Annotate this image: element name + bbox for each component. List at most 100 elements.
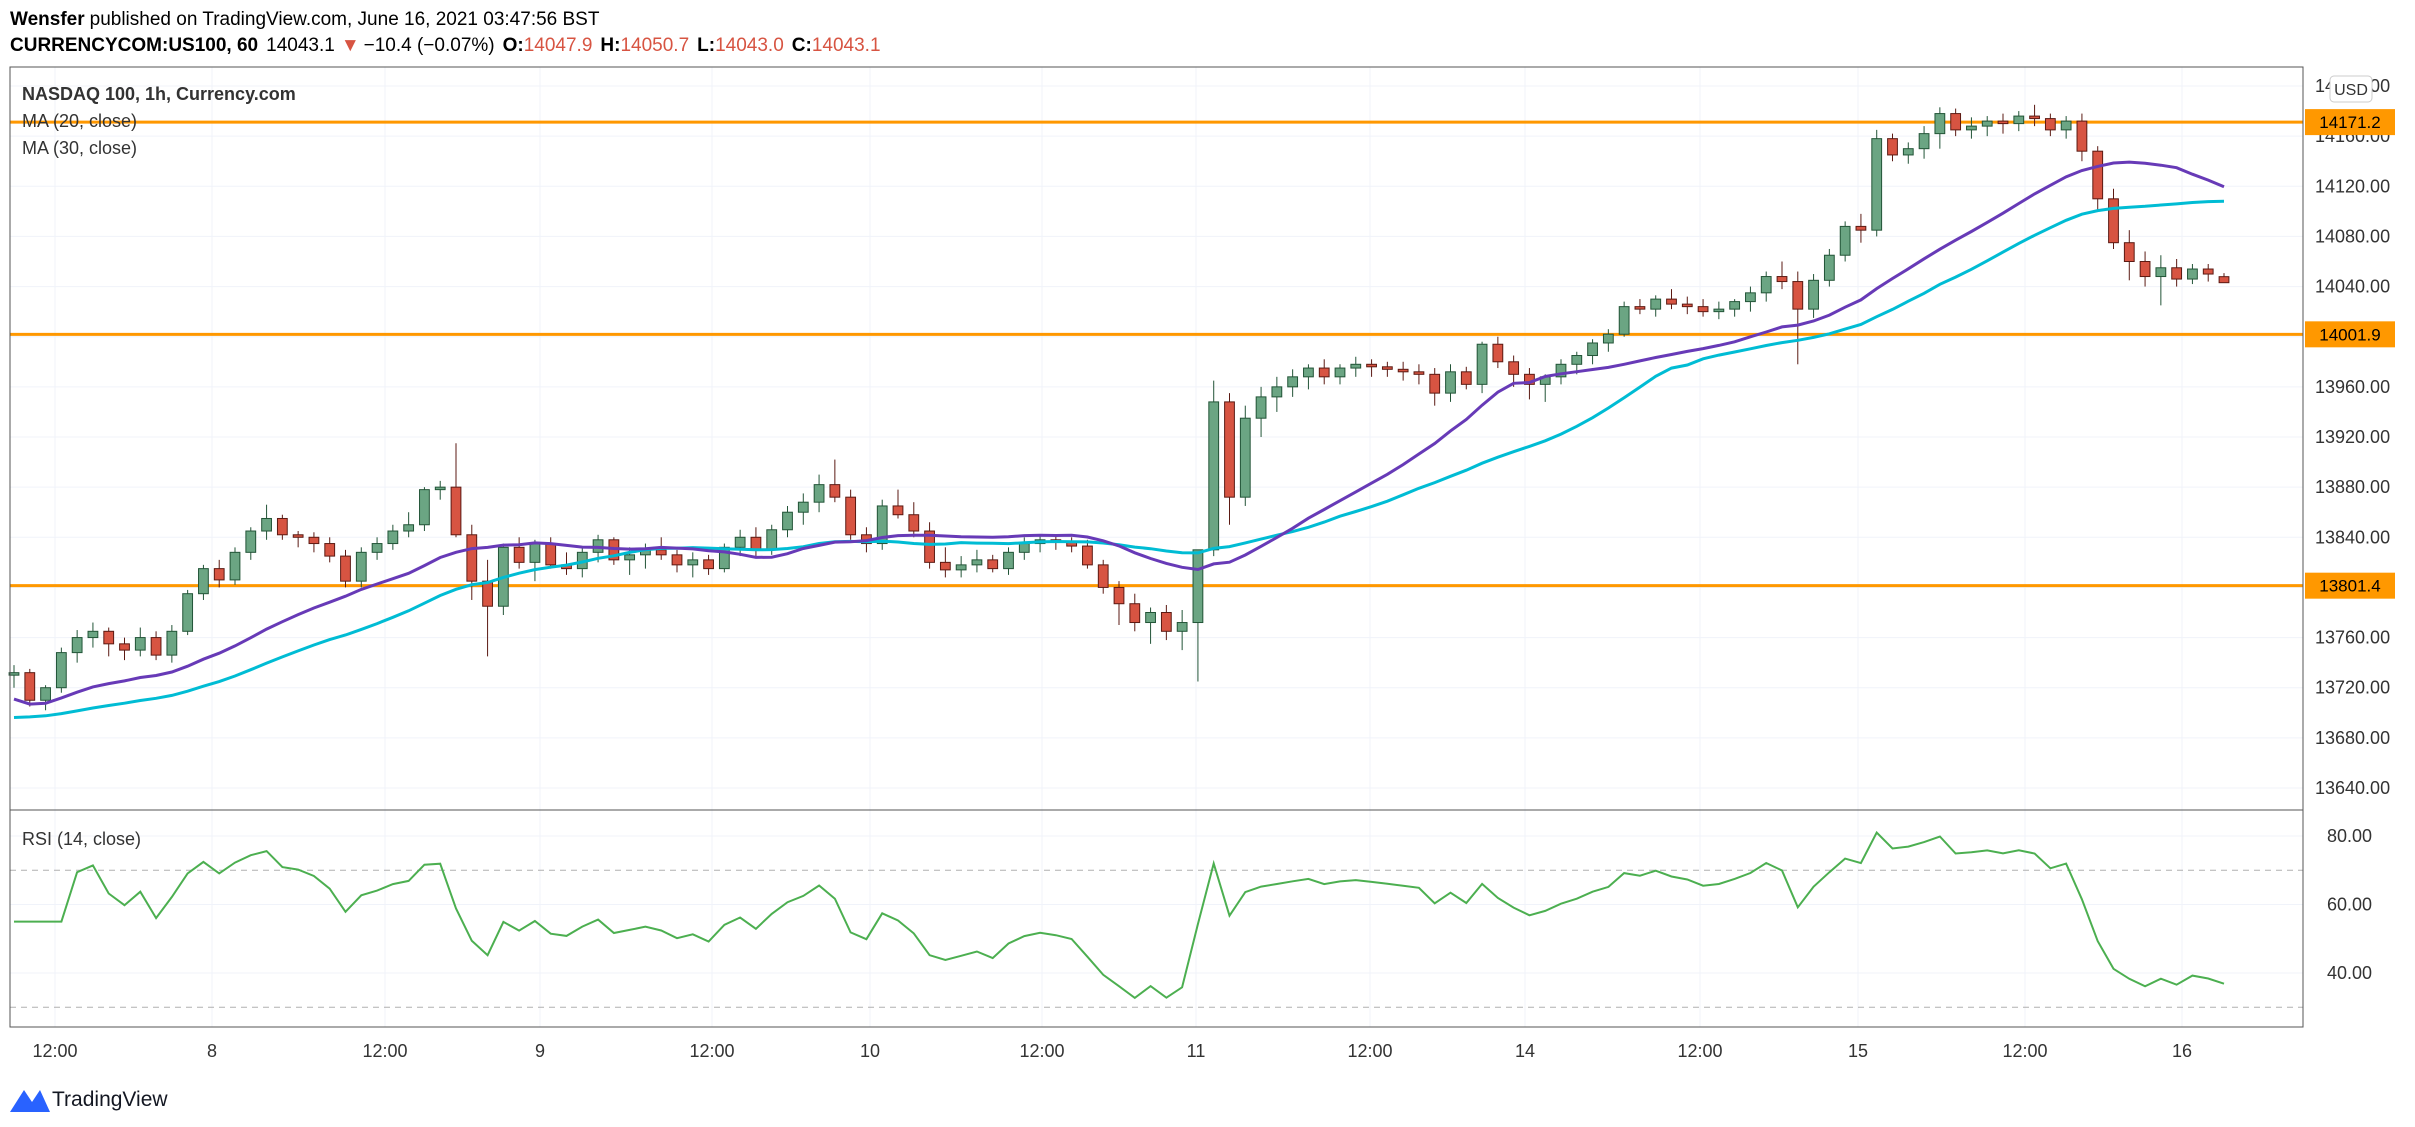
tradingview-logo[interactable]: TradingView <box>10 1088 168 1112</box>
candle-body <box>340 555 351 582</box>
candle <box>134 627 146 657</box>
candle <box>213 559 225 588</box>
time-tick: 12:00 <box>1347 1041 1392 1061</box>
candle <box>1366 359 1377 377</box>
candle <box>1192 549 1204 682</box>
candle <box>340 549 351 588</box>
change-value: −10.4 (−0.07%) <box>364 35 495 56</box>
candle <box>1823 248 1835 287</box>
ma20-legend[interactable]: MA (20, close) <box>22 111 137 131</box>
price-tick: 13680.00 <box>2315 728 2390 748</box>
candle <box>2076 113 2088 162</box>
candle <box>1508 355 1520 387</box>
candle <box>1776 261 1788 290</box>
candle <box>1697 299 1709 317</box>
candle-body <box>1176 622 1188 632</box>
candle-body <box>1208 401 1220 551</box>
rsi-legend[interactable]: RSI (14, close) <box>22 829 141 849</box>
candle-body <box>529 543 541 563</box>
candle <box>2013 111 2025 132</box>
candle-body <box>1318 367 1330 378</box>
candle-body <box>1271 386 1283 398</box>
candle <box>450 443 462 538</box>
candle <box>703 554 714 575</box>
price-tick: 13640.00 <box>2315 778 2390 798</box>
candle-body <box>119 643 130 651</box>
candle <box>1224 393 1235 525</box>
ma30-legend[interactable]: MA (30, close) <box>22 138 137 158</box>
price-axis[interactable]: 13640.0013680.0013720.0013760.0013800.00… <box>2315 76 2390 798</box>
candle-body <box>276 517 288 536</box>
level-label-box <box>2305 321 2395 348</box>
time-tick: 11 <box>1187 1041 1206 1061</box>
high-label: H: <box>600 35 620 56</box>
horizontal-levels[interactable] <box>10 120 2303 588</box>
candle-body <box>1476 343 1488 385</box>
currency-badge[interactable] <box>2329 75 2373 103</box>
time-tick: 12:00 <box>689 1041 734 1061</box>
price-tick: 14080.00 <box>2315 226 2390 246</box>
candle <box>1650 295 1662 317</box>
candle-body <box>182 593 194 632</box>
candle <box>2218 273 2230 284</box>
candle <box>292 531 304 548</box>
candle-body <box>1839 225 1851 256</box>
candle-body <box>1745 292 1756 303</box>
candle <box>1303 364 1314 390</box>
candle <box>1602 329 1614 352</box>
candle-body <box>308 536 320 545</box>
chart-title[interactable]: NASDAQ 100, 1h, Currency.com <box>22 84 296 104</box>
candle <box>387 524 399 550</box>
candle-body <box>245 530 257 553</box>
candle-body <box>1808 279 1819 310</box>
candle <box>608 537 620 565</box>
candle-body <box>1145 612 1156 624</box>
candle-body <box>2013 115 2025 125</box>
candle-body <box>324 543 336 557</box>
candle-body <box>1113 586 1125 605</box>
candlestick-series <box>8 104 2230 711</box>
candle-body <box>24 672 36 701</box>
candle-body <box>1097 564 1109 588</box>
candle <box>71 630 83 663</box>
candle <box>1950 108 1962 137</box>
candle-body <box>924 530 935 563</box>
candle <box>955 556 967 578</box>
time-axis[interactable]: 12:00 8 12:00 9 12:00 10 12:00 11 12:00 14 12:00 15… <box>32 1041 2192 1061</box>
candle-body <box>1460 371 1472 385</box>
candle-body <box>1760 276 1772 294</box>
time-tick: 9 <box>535 1041 545 1061</box>
close-label: C: <box>792 35 812 56</box>
candle-body <box>545 543 557 566</box>
close-value: 14043.1 <box>812 35 881 56</box>
candle-body <box>813 484 825 503</box>
candle-body <box>1587 342 1598 357</box>
low-value: 14043.0 <box>715 35 784 56</box>
candle-body <box>2187 268 2198 280</box>
candle <box>276 514 288 540</box>
candle <box>671 549 683 573</box>
price-tick: 13720.00 <box>2315 678 2390 698</box>
candle <box>1208 380 1220 557</box>
candle <box>1966 117 1977 139</box>
candle-body <box>971 559 983 566</box>
candle <box>1681 296 1693 315</box>
time-tick: 14 <box>1515 1041 1535 1061</box>
candle <box>1082 539 1093 569</box>
candle-body <box>1492 343 1504 363</box>
candle-body <box>1018 543 1030 553</box>
rsi-tick: 60.00 <box>2327 895 2372 915</box>
candle-body <box>2139 261 2151 278</box>
candle-body <box>2076 120 2088 152</box>
candle-body <box>40 687 51 701</box>
level-label: 13801.4 <box>2319 577 2380 596</box>
candle <box>1745 286 1756 312</box>
candle-body <box>1681 303 1693 308</box>
candle <box>229 547 241 585</box>
candle-body <box>1445 371 1456 394</box>
candle <box>1239 405 1251 506</box>
candle <box>687 552 699 578</box>
currency-label: USD <box>2334 82 2368 99</box>
candle-body <box>387 530 399 545</box>
candle <box>1318 359 1330 385</box>
